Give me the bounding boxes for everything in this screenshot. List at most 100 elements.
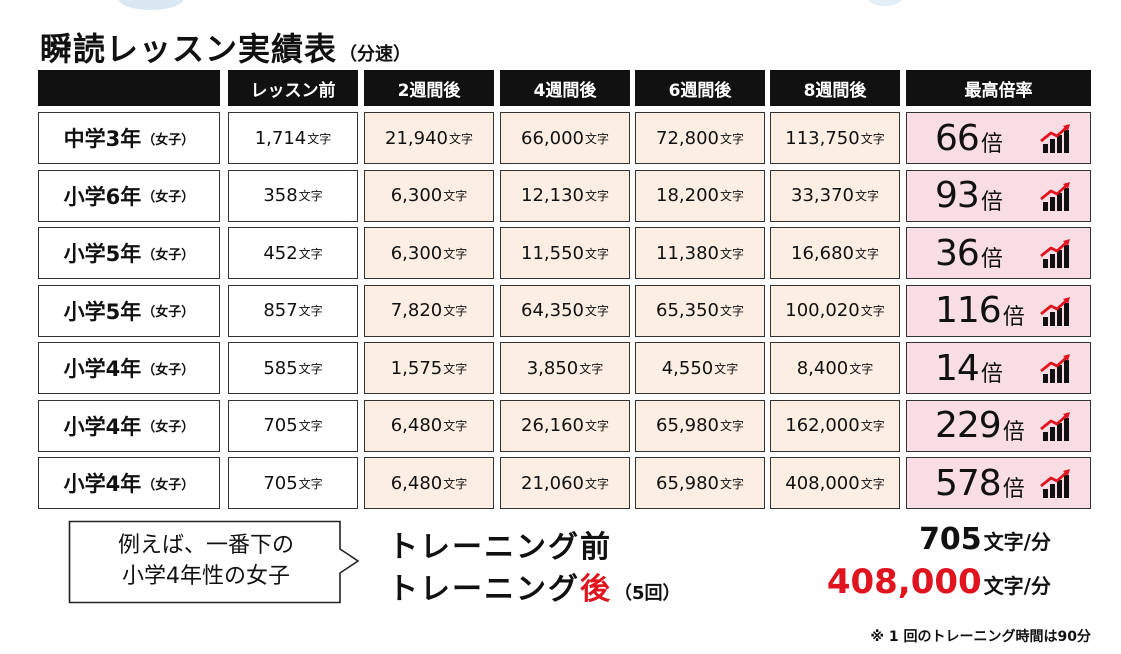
cell-unit: 文字 (854, 189, 879, 203)
cell-max-rate: 66 倍 (906, 112, 1091, 164)
cell-unit: 文字 (443, 476, 468, 491)
cell-value: 26,160 (521, 415, 584, 436)
multiplier-value: 14 (935, 347, 980, 389)
gender-text: （女子） (142, 247, 195, 263)
cell-unit: 文字 (443, 246, 468, 261)
footnote: ※ 1 回のトレーニング時間は90分 (870, 629, 1091, 645)
after-value: 408,000 文字/分 (827, 562, 1051, 602)
cell-unit: 文字 (298, 304, 323, 318)
callout-text: 例えば、一番下の 小学4年性の女子 (68, 530, 344, 592)
grade-text: 小学4年 (63, 472, 142, 496)
gender-text: （女子） (142, 362, 195, 378)
growth-chart-icon (1040, 411, 1072, 442)
cell-before: 705 文字 (228, 399, 358, 452)
cell-8weeks: 100,020 文字 (770, 284, 900, 337)
header-before: レッスン前 (228, 70, 358, 106)
cell-4weeks: 66,000 文字 (500, 112, 630, 164)
after-label-highlight: 後 (580, 572, 612, 607)
title-sub: （分速） (339, 44, 412, 65)
cell-value: 1,575 (390, 357, 443, 379)
cell-6weeks: 4,550 文字 (635, 342, 765, 394)
cell-value: 72,800 (656, 127, 719, 149)
cell-4weeks: 11,550 文字 (500, 227, 630, 279)
callout-line-2: 小学4年性の女子 (122, 564, 290, 589)
cell-unit: 文字 (584, 189, 609, 203)
cell-unit: 文字 (298, 419, 323, 433)
cell-value: 1,714 (254, 127, 307, 149)
cell-unit: 文字 (714, 361, 739, 376)
multiplier-unit: 倍 (980, 362, 1003, 387)
decorative-blob (868, 0, 902, 6)
cell-value: 4,550 (661, 357, 714, 379)
cell-6weeks: 65,980 文字 (635, 457, 765, 509)
growth-chart-icon (1040, 296, 1072, 327)
cell-unit: 文字 (443, 189, 468, 203)
growth-chart-icon (1040, 469, 1072, 499)
gender-text: （女子） (142, 190, 195, 205)
cell-max-rate: 116 倍 (906, 284, 1091, 337)
cell-max-rate: 93 倍 (906, 169, 1091, 222)
growth-chart-icon (1040, 354, 1072, 384)
growth-chart-icon (1040, 239, 1072, 269)
multiplier-unit: 倍 (980, 132, 1003, 157)
cell-value: 162,000 (785, 415, 860, 436)
growth-chart-icon (1040, 124, 1072, 154)
row-label: 小学6年 （女子） (38, 169, 220, 222)
row-label: 小学5年 （女子） (38, 284, 220, 337)
cell-6weeks: 65,350 文字 (635, 284, 765, 337)
row-label: 小学4年 （女子） (38, 342, 220, 394)
cell-value: 33,370 (791, 185, 854, 206)
cell-unit: 文字 (298, 361, 323, 376)
gender-text: （女子） (142, 477, 195, 493)
gender-text: （女子） (142, 132, 195, 148)
cell-2weeks: 6,300 文字 (364, 169, 494, 222)
cell-unit: 文字 (298, 476, 323, 491)
before-label-text: トレーニング前 (388, 530, 612, 565)
header-blank (38, 70, 220, 106)
cell-2weeks: 6,480 文字 (364, 399, 494, 452)
grade-text: 小学4年 (63, 414, 142, 439)
cell-8weeks: 113,750 文字 (770, 112, 900, 164)
cell-value: 65,980 (656, 415, 719, 436)
cell-unit: 文字 (298, 189, 323, 203)
row-label: 小学4年 （女子） (38, 457, 220, 509)
multiplier-unit: 倍 (1002, 304, 1025, 330)
cell-unit: 文字 (584, 246, 609, 261)
cell-max-rate: 36 倍 (906, 227, 1091, 279)
before-label: トレーニング前 (388, 522, 612, 566)
cell-unit: 文字 (579, 361, 604, 376)
cell-unit: 文字 (719, 476, 744, 491)
cell-unit: 文字 (719, 419, 744, 433)
cell-value: 6,300 (390, 242, 443, 264)
gender-text: （女子） (142, 420, 195, 435)
growth-chart-icon (1040, 181, 1072, 212)
header-max-rate: 最高倍率 (906, 70, 1091, 106)
cell-unit: 文字 (298, 246, 323, 261)
cell-unit: 文字 (860, 419, 885, 433)
cell-4weeks: 3,850 文字 (500, 342, 630, 394)
cell-before: 585 文字 (228, 342, 358, 394)
cell-8weeks: 8,400 文字 (770, 342, 900, 394)
cell-unit: 文字 (443, 361, 468, 376)
cell-value: 16,680 (791, 242, 854, 264)
cell-2weeks: 6,300 文字 (364, 227, 494, 279)
cell-unit: 文字 (719, 246, 744, 261)
cell-2weeks: 21,940 文字 (364, 112, 494, 164)
cell-value: 452 (263, 242, 298, 264)
multiplier-value: 66 (935, 117, 980, 159)
page-title: 瞬読レッスン実績表 （分速） (40, 24, 412, 68)
cell-value: 585 (263, 357, 298, 379)
cell-value: 21,940 (385, 127, 448, 149)
cell-6weeks: 72,800 文字 (635, 112, 765, 164)
gender-text: （女子） (142, 305, 195, 320)
cell-max-rate: 578 倍 (906, 457, 1091, 509)
grade-text: 小学6年 (63, 184, 142, 209)
cell-value: 65,980 (656, 472, 719, 494)
multiplier-value: 116 (935, 290, 1002, 331)
cell-before: 705 文字 (228, 457, 358, 509)
cell-unit: 文字 (584, 131, 609, 146)
multiplier-value: 93 (935, 175, 980, 216)
callout-bubble: 例えば、一番下の 小学4年性の女子 (68, 520, 360, 604)
cell-unit: 文字 (443, 419, 468, 433)
header-8weeks: 8週間後 (770, 70, 900, 106)
